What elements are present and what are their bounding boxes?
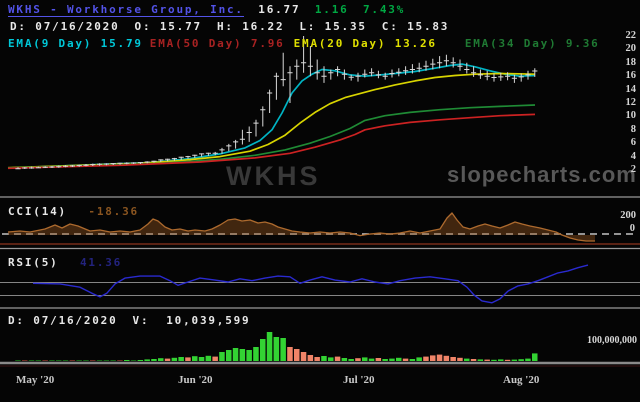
price-tick-label: 14 [625, 83, 637, 95]
symbol-title-link[interactable]: WKHS - Workhorse Group, Inc. [8, 3, 244, 17]
cursor-date: 07/16/2020 [35, 20, 120, 33]
time-axis-label: Jul '20 [343, 374, 375, 386]
time-axis-label: May '20 [16, 374, 55, 386]
volume-axis-label: 100,000,000 [587, 335, 637, 346]
price-tick-label: 8 [630, 123, 636, 135]
cci-panel-header: CCI(14) -18.36 [8, 205, 139, 218]
volume-panel-header: D: 07/16/2020 V: 10,039,599 [8, 314, 251, 327]
price-tick-label: 2 [630, 164, 636, 175]
close-value: 15.83 [407, 20, 450, 33]
rsi-label: RSI(5) [8, 256, 59, 269]
ema20-legend: EMA(20 Day) 13.26 [293, 37, 437, 50]
price-tick-label: 4 [630, 150, 636, 162]
price-tick-label: 20 [625, 43, 637, 55]
cci-axis-0: 0 [629, 223, 635, 234]
watermark-site: slopecharts.com [447, 162, 637, 187]
price-tick-label: 22 [625, 30, 637, 41]
cci-label: CCI(14) [8, 205, 67, 218]
ema-legend: EMA(9 Day) 15.79 EMA(50 Day) 7.96 EMA(20 D… [8, 37, 600, 50]
header-quote-line: WKHS - Workhorse Group, Inc. 16.77 1.16 … [8, 3, 406, 17]
price-tick-label: 18 [625, 56, 637, 68]
rsi-panel-header: RSI(5) 41.36 [8, 256, 122, 269]
rsi-value: 41.36 [79, 256, 123, 269]
price-tick-label: 12 [625, 97, 637, 108]
price-tick-label: 6 [630, 137, 636, 149]
cci-value: -18.36 [88, 205, 139, 218]
ema34-legend: EMA(34 Day) 9.36 [464, 37, 600, 50]
price-tick-label: 16 [625, 70, 637, 82]
price-change-pct: 7.43% [362, 3, 406, 16]
ema50-legend: EMA(50 Day) 7.96 [149, 37, 285, 50]
volume-date: 07/16/2020 [33, 314, 118, 327]
last-price: 16.77 [258, 3, 301, 16]
low-value: 15.35 [324, 20, 367, 33]
time-axis-label: Jun '20 [178, 374, 213, 386]
time-axis-label: Aug '20 [503, 374, 540, 386]
watermark-symbol: WKHS [226, 161, 321, 191]
ema9-legend: EMA(9 Day) 15.79 [8, 37, 143, 50]
ohlc-readout: D: 07/16/2020 O: 15.77 H: 16.22 L: 15.35 C: … [10, 20, 450, 33]
price-tick-label: 10 [625, 110, 637, 122]
volume-value: 10,039,599 [166, 314, 251, 327]
open-value: 15.77 [159, 20, 202, 33]
cci-axis-200: 200 [620, 210, 636, 221]
high-value: 16.22 [242, 20, 285, 33]
price-change: 1.16 [314, 3, 349, 16]
